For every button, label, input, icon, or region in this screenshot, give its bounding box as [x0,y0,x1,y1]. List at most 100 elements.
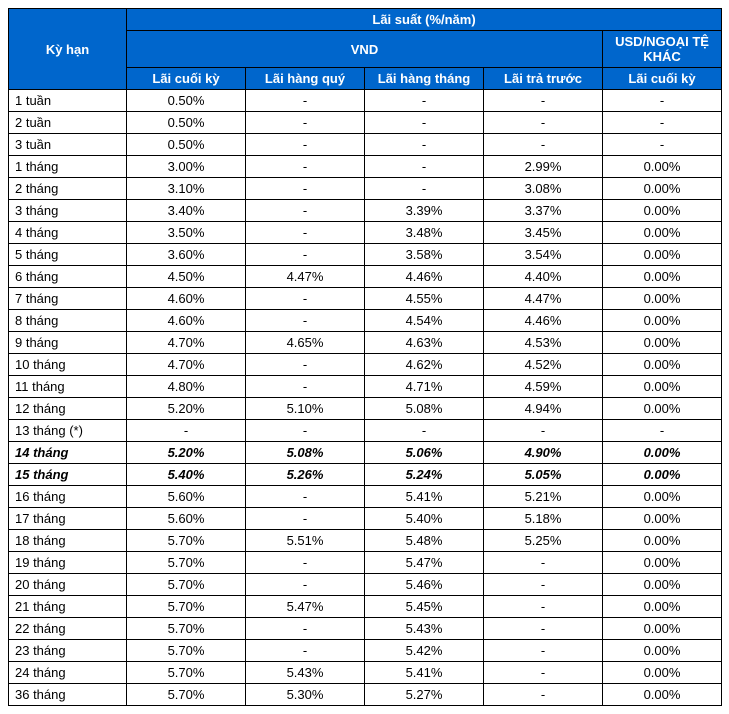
value-cell: 5.51% [246,530,365,552]
value-cell: 0.00% [603,596,722,618]
value-cell: 5.41% [365,662,484,684]
table-row: 3 tháng3.40%-3.39%3.37%0.00% [9,200,722,222]
table-row: 1 tuần0.50%---- [9,90,722,112]
value-cell: 5.25% [484,530,603,552]
value-cell: 4.71% [365,376,484,398]
value-cell: - [603,420,722,442]
value-cell: - [246,310,365,332]
value-cell: 5.47% [246,596,365,618]
table-row: 21 tháng5.70%5.47%5.45%-0.00% [9,596,722,618]
value-cell: - [365,420,484,442]
value-cell: - [484,640,603,662]
value-cell: 5.05% [484,464,603,486]
value-cell: 5.70% [127,552,246,574]
value-cell: 5.46% [365,574,484,596]
term-cell: 5 tháng [9,244,127,266]
value-cell: 3.37% [484,200,603,222]
value-cell: - [246,574,365,596]
value-cell: 4.50% [127,266,246,288]
value-cell: 5.06% [365,442,484,464]
value-cell: 4.59% [484,376,603,398]
term-cell: 4 tháng [9,222,127,244]
value-cell: - [246,156,365,178]
value-cell: 3.00% [127,156,246,178]
table-row: 12 tháng5.20%5.10%5.08%4.94%0.00% [9,398,722,420]
table-row: 1 tháng3.00%--2.99%0.00% [9,156,722,178]
term-cell: 36 tháng [9,684,127,706]
term-cell: 9 tháng [9,332,127,354]
value-cell: - [484,420,603,442]
value-cell: 5.70% [127,530,246,552]
value-cell: 0.00% [603,244,722,266]
value-cell: 5.41% [365,486,484,508]
value-cell: 3.48% [365,222,484,244]
value-cell: 5.70% [127,596,246,618]
value-cell: 0.00% [603,464,722,486]
value-cell: 4.47% [484,288,603,310]
value-cell: - [246,508,365,530]
term-cell: 20 tháng [9,574,127,596]
value-cell: 0.00% [603,552,722,574]
value-cell: - [246,90,365,112]
value-cell: 2.99% [484,156,603,178]
table-row: 16 tháng5.60%-5.41%5.21%0.00% [9,486,722,508]
value-cell: 3.10% [127,178,246,200]
value-cell: - [484,618,603,640]
term-cell: 19 tháng [9,552,127,574]
header-usd: USD/NGOẠI TỆ KHÁC [603,31,722,68]
value-cell: - [365,90,484,112]
table-row: 14 tháng5.20%5.08%5.06%4.90%0.00% [9,442,722,464]
value-cell: 0.00% [603,442,722,464]
term-cell: 18 tháng [9,530,127,552]
value-cell: 0.00% [603,574,722,596]
table-row: 8 tháng4.60%-4.54%4.46%0.00% [9,310,722,332]
value-cell: - [603,90,722,112]
value-cell: 0.50% [127,134,246,156]
term-cell: 7 tháng [9,288,127,310]
value-cell: 4.40% [484,266,603,288]
value-cell: 4.52% [484,354,603,376]
value-cell: - [246,420,365,442]
value-cell: - [246,244,365,266]
header-top: Lãi suất (%/năm) [127,9,722,31]
value-cell: - [246,376,365,398]
table-row: 15 tháng5.40%5.26%5.24%5.05%0.00% [9,464,722,486]
table-row: 18 tháng5.70%5.51%5.48%5.25%0.00% [9,530,722,552]
value-cell: 0.00% [603,640,722,662]
header-sub-2: Lãi hàng tháng [365,68,484,90]
value-cell: 5.08% [246,442,365,464]
value-cell: 5.20% [127,398,246,420]
header-sub-3: Lãi trả trước [484,68,603,90]
term-cell: 14 tháng [9,442,127,464]
value-cell: 5.70% [127,640,246,662]
table-row: 23 tháng5.70%-5.42%-0.00% [9,640,722,662]
term-cell: 17 tháng [9,508,127,530]
value-cell: - [484,90,603,112]
table-row: 5 tháng3.60%-3.58%3.54%0.00% [9,244,722,266]
value-cell: - [365,156,484,178]
value-cell: 5.45% [365,596,484,618]
value-cell: 5.27% [365,684,484,706]
header-sub-0: Lãi cuối kỳ [127,68,246,90]
table-row: 11 tháng4.80%-4.71%4.59%0.00% [9,376,722,398]
value-cell: 5.20% [127,442,246,464]
value-cell: - [365,134,484,156]
value-cell: 0.00% [603,332,722,354]
value-cell: 4.62% [365,354,484,376]
table-row: 17 tháng5.60%-5.40%5.18%0.00% [9,508,722,530]
value-cell: - [603,112,722,134]
header-sub-4: Lãi cuối kỳ [603,68,722,90]
term-cell: 15 tháng [9,464,127,486]
value-cell: 0.50% [127,90,246,112]
value-cell: 0.00% [603,662,722,684]
value-cell: - [484,112,603,134]
table-row: 9 tháng4.70%4.65%4.63%4.53%0.00% [9,332,722,354]
value-cell: 4.90% [484,442,603,464]
term-cell: 13 tháng (*) [9,420,127,442]
value-cell: 0.00% [603,354,722,376]
term-cell: 2 tuần [9,112,127,134]
value-cell: 3.50% [127,222,246,244]
value-cell: 0.50% [127,112,246,134]
value-cell: 0.00% [603,684,722,706]
table-header: Kỳ hạn Lãi suất (%/năm) VND USD/NGOẠI TỆ… [9,9,722,90]
